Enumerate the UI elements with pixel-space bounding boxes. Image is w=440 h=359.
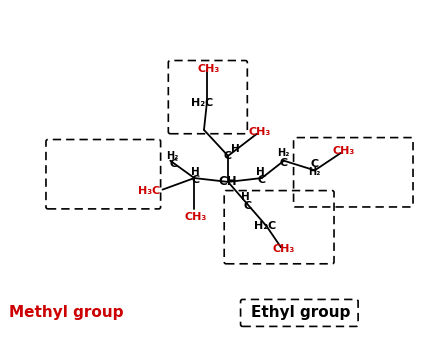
Text: C: C bbox=[311, 159, 319, 169]
Text: CH₃: CH₃ bbox=[249, 127, 271, 137]
Text: H₂C: H₂C bbox=[191, 98, 213, 108]
Text: C: C bbox=[224, 151, 232, 161]
Text: C: C bbox=[258, 175, 266, 185]
Text: H₃C: H₃C bbox=[138, 186, 160, 196]
Text: H: H bbox=[191, 167, 200, 177]
Text: H: H bbox=[241, 192, 250, 202]
Text: C: C bbox=[243, 201, 251, 211]
Text: CH₃: CH₃ bbox=[333, 146, 355, 156]
Text: CH₃: CH₃ bbox=[273, 244, 295, 254]
Text: Ethyl group: Ethyl group bbox=[251, 306, 350, 321]
Text: H: H bbox=[231, 144, 240, 154]
Text: H₂: H₂ bbox=[277, 148, 289, 158]
Text: C: C bbox=[280, 158, 288, 168]
Text: H: H bbox=[257, 167, 265, 177]
Text: C: C bbox=[169, 159, 177, 169]
Text: H₂: H₂ bbox=[308, 167, 321, 177]
Text: CH₃: CH₃ bbox=[198, 64, 220, 74]
Text: H₂: H₂ bbox=[166, 151, 178, 161]
Text: H₂C: H₂C bbox=[253, 221, 276, 231]
Text: CH: CH bbox=[219, 176, 237, 188]
Text: CH₃: CH₃ bbox=[184, 211, 206, 222]
Text: C: C bbox=[191, 175, 199, 185]
Text: Methyl group: Methyl group bbox=[9, 306, 124, 321]
